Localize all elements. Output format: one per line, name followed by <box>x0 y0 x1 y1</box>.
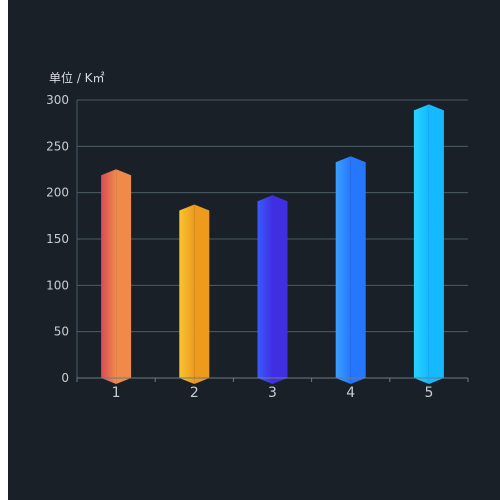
bar-right-face <box>194 204 210 384</box>
x-tick-label: 3 <box>268 385 277 401</box>
y-tick-label: 200 <box>46 186 69 200</box>
bar-right-face <box>350 156 366 384</box>
x-tick-label: 4 <box>346 385 355 401</box>
y-tick-label: 300 <box>46 93 69 107</box>
bar-2 <box>179 204 210 384</box>
y-tick-label: 50 <box>54 325 69 339</box>
y-tick-label: 0 <box>61 371 69 385</box>
x-tick-label: 2 <box>190 385 199 401</box>
y-tick-label: 250 <box>46 139 69 153</box>
bar-1 <box>101 169 132 384</box>
unit-label: 单位 / K㎡ <box>49 70 105 85</box>
bar-left-face <box>101 169 117 384</box>
x-axis <box>76 377 469 382</box>
x-axis-ticks: 1 2 3 4 5 <box>112 385 434 401</box>
bar-5 <box>413 104 444 384</box>
x-tick-label: 1 <box>112 385 121 401</box>
bar-left-face <box>335 156 351 384</box>
y-tick-label: 100 <box>46 278 69 292</box>
bar-right-face <box>428 104 444 384</box>
x-tick-label: 5 <box>424 385 433 401</box>
bar-right-face <box>116 169 132 384</box>
bars <box>101 104 444 384</box>
bar-left-face <box>257 195 273 384</box>
bar-3 <box>257 195 288 384</box>
bar-4 <box>335 156 366 384</box>
bar-left-face <box>179 204 195 384</box>
y-tick-label: 150 <box>46 232 69 246</box>
bar-left-face <box>413 104 429 384</box>
left-strip <box>0 0 8 500</box>
bar-right-face <box>272 195 288 384</box>
y-axis-ticks: 0 50 100 150 200 250 300 <box>46 93 69 385</box>
